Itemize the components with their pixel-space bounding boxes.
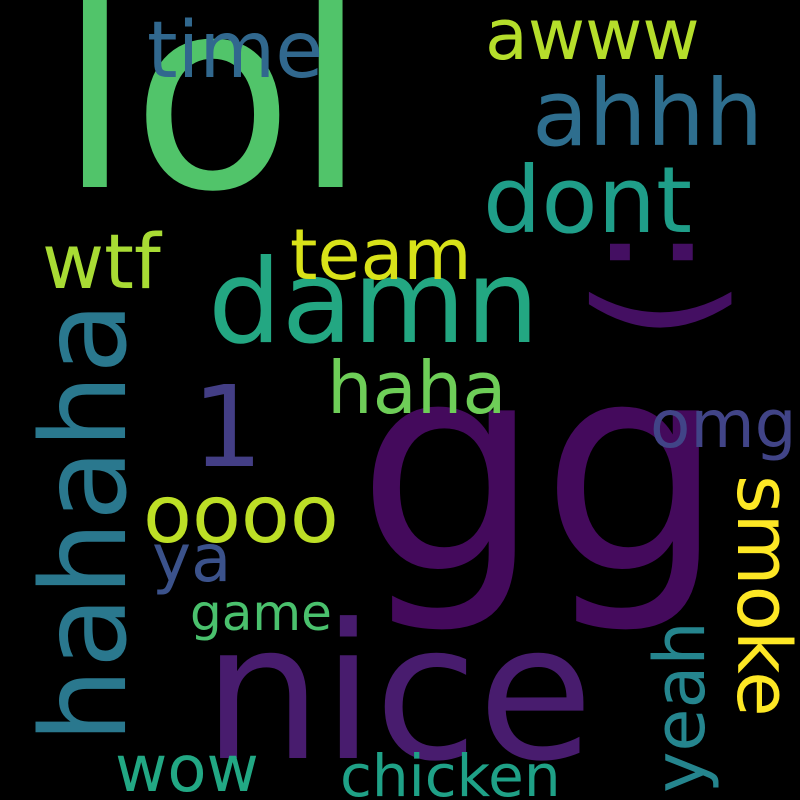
word-smoke: smoke [720, 475, 800, 717]
word-wow: wow [115, 733, 259, 800]
word-awww: awww [485, 0, 700, 76]
word-game: game [190, 584, 332, 642]
word-damn: damn [208, 235, 540, 370]
word-omg: omg [650, 386, 797, 463]
word-team: team [290, 214, 472, 296]
word-oooo: oooo [143, 468, 339, 561]
word-haha: haha [327, 346, 507, 430]
word-dont: dont [483, 147, 693, 254]
word-lol: lol [58, 0, 368, 250]
word-yeah: yeah [639, 621, 721, 793]
word-one: 1 [192, 363, 264, 493]
word-ya: ya [152, 520, 232, 597]
word-ahhh: ahhh [532, 60, 764, 167]
word-chicken: chicken [340, 742, 561, 800]
word-hahaha: hahaha [15, 301, 153, 743]
word-wtf: wtf [42, 217, 161, 306]
word-time: time [147, 6, 324, 96]
word-nice: nice [203, 584, 594, 800]
word-gg: gg [357, 301, 726, 638]
